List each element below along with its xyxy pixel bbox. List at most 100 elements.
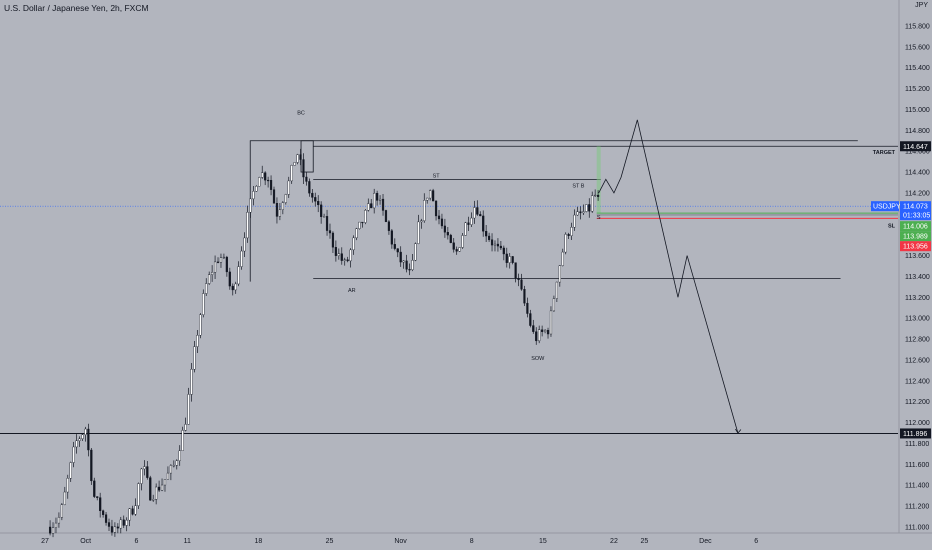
- x-tick-label: 11: [184, 538, 191, 545]
- candle-body: [355, 228, 358, 239]
- x-tick-label: Dec: [699, 538, 712, 545]
- entry-price-tag-label: 113.989: [903, 234, 928, 241]
- candle-body: [411, 260, 414, 270]
- candle-body: [172, 465, 175, 467]
- candle-body: [591, 195, 594, 212]
- candle-body: [552, 298, 556, 312]
- candle-body: [573, 214, 576, 228]
- candle-body: [184, 424, 187, 431]
- wyckoff-label: ST B: [572, 184, 584, 190]
- candle-body: [287, 180, 290, 195]
- candle-body: [502, 247, 505, 255]
- sl-annotation: SL: [888, 223, 896, 229]
- candle-body: [393, 244, 396, 249]
- candle-body: [523, 289, 526, 304]
- candle-body: [119, 519, 122, 529]
- candle-body: [54, 522, 58, 528]
- candle-body: [311, 192, 314, 198]
- x-tick-label: 6: [754, 538, 758, 545]
- candle-body: [149, 477, 152, 501]
- candle-body: [597, 194, 600, 197]
- candle-body: [87, 428, 90, 451]
- support-price-tag-label: 111.896: [903, 431, 927, 438]
- candle-body: [99, 497, 102, 511]
- candle-body: [541, 329, 544, 332]
- candle-body: [461, 235, 464, 248]
- candle-body: [193, 346, 196, 370]
- candle-body: [308, 181, 311, 194]
- candle-body: [196, 335, 199, 347]
- candle-body: [169, 465, 172, 474]
- candle-body: [429, 190, 432, 199]
- candle-body: [543, 330, 547, 332]
- candle-body: [175, 460, 178, 466]
- candle-body: [90, 449, 93, 482]
- candle-body: [219, 257, 223, 263]
- y-tick-label: 112.600: [905, 357, 930, 364]
- candle-body: [364, 210, 367, 223]
- candle-body: [240, 250, 243, 267]
- y-tick-label: 112.400: [905, 378, 930, 385]
- y-tick-label: 115.200: [905, 86, 930, 93]
- candle-body: [102, 510, 105, 515]
- price-tags: 114.647 111.896 USDJPY 114.073 01:33:05 114.0…: [871, 141, 931, 439]
- candle-body: [514, 262, 517, 279]
- candle-body: [458, 247, 461, 252]
- candle-body: [384, 210, 388, 222]
- candle-body: [479, 214, 482, 217]
- candle-body: [417, 221, 420, 244]
- candle-body: [423, 200, 426, 221]
- candle-body: [588, 204, 591, 212]
- y-tick-label: 112.000: [905, 420, 930, 427]
- y-tick-label: 112.800: [905, 337, 930, 344]
- support-price-tag: [900, 428, 931, 439]
- candle-body: [264, 172, 267, 181]
- range-box: [249, 140, 858, 282]
- candle-body: [234, 283, 237, 291]
- candle-body: [564, 234, 567, 253]
- candle-body: [314, 197, 317, 202]
- candle-body: [107, 522, 111, 527]
- candle-body: [449, 234, 452, 243]
- candle-body: [325, 216, 329, 231]
- y-tick-label: 113.600: [905, 253, 930, 260]
- candle-body: [122, 519, 125, 526]
- candle-body: [93, 480, 96, 497]
- candle-body: [361, 221, 364, 224]
- candle-body: [116, 526, 119, 529]
- candle-body: [131, 508, 134, 515]
- candle-body: [396, 248, 399, 253]
- current-price-tag: [900, 201, 931, 221]
- tp-zone: [596, 146, 601, 214]
- wyckoff-label: SOW: [531, 356, 545, 362]
- candle-body: [376, 192, 379, 201]
- candle-body: [555, 281, 558, 299]
- x-tick-label: Oct: [80, 538, 91, 545]
- y-tick-label: 115.800: [905, 23, 930, 30]
- annotations: BC ST ST B AR SOW S TARGET SL: [297, 111, 895, 362]
- candle-body: [476, 207, 479, 215]
- candle-body: [155, 486, 158, 500]
- candle-body: [281, 202, 284, 211]
- candle-body: [157, 486, 161, 491]
- y-axis[interactable]: 111.000 111.200 111.400 111.600 111.800 112.0…: [905, 23, 930, 531]
- candle-body: [249, 198, 252, 213]
- candle-body: [278, 209, 281, 217]
- candle-body: [470, 217, 473, 225]
- candle-body: [343, 259, 346, 261]
- candle-body: [299, 154, 302, 160]
- candle-body: [582, 211, 585, 214]
- drawing-objects[interactable]: [0, 119, 898, 434]
- candle-body: [96, 496, 99, 498]
- candle-body: [213, 261, 217, 273]
- candle-body: [499, 245, 502, 249]
- candle-body: [402, 260, 405, 263]
- y-tick-label: 114.800: [905, 128, 930, 135]
- candle-body: [187, 394, 190, 425]
- symbol-tag-label: USDJPY: [873, 204, 901, 211]
- candle-body: [414, 243, 417, 261]
- target-price-tag-label: 114.647: [903, 144, 928, 151]
- candle-body: [160, 484, 164, 491]
- y-tick-label: 111.200: [905, 504, 929, 511]
